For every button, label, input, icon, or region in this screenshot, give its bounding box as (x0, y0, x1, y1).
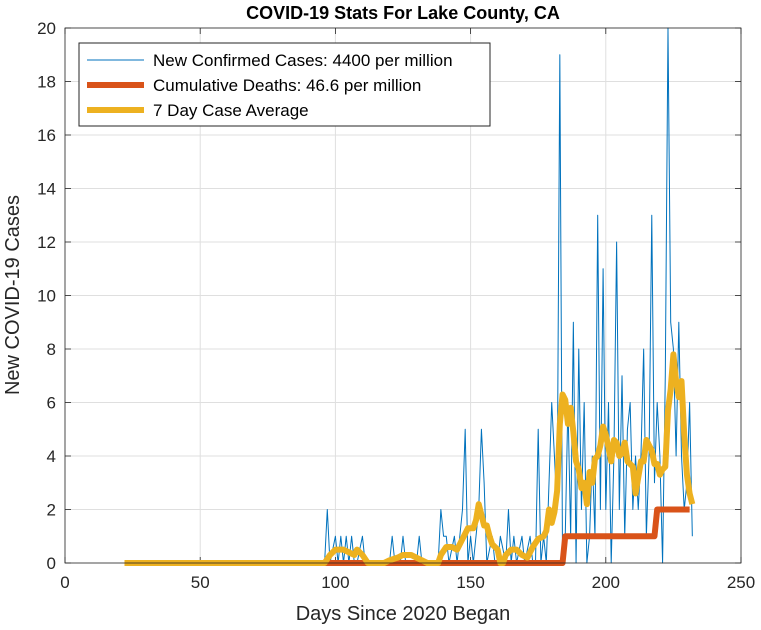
y-tick-label: 12 (37, 233, 56, 252)
y-tick-label: 18 (37, 73, 56, 92)
x-tick-label: 50 (191, 573, 210, 592)
legend-box (78, 42, 491, 127)
x-tick-label: 250 (727, 573, 755, 592)
x-tick-label: 200 (592, 573, 620, 592)
y-tick-label: 0 (47, 554, 56, 573)
y-tick-label: 2 (47, 501, 56, 520)
legend-label-cumulative-deaths: Cumulative Deaths: 46.6 per million (153, 76, 421, 95)
y-tick-label: 4 (47, 447, 56, 466)
y-tick-label: 20 (37, 19, 56, 38)
x-tick-label: 100 (321, 573, 349, 592)
legend: New Confirmed Cases: 4400 per million Cu… (78, 42, 491, 127)
legend-label-new-cases: New Confirmed Cases: 4400 per million (153, 51, 453, 70)
y-tick-label: 6 (47, 394, 56, 413)
y-tick-label: 14 (37, 180, 56, 199)
y-tick-label: 16 (37, 126, 56, 145)
x-axis-label: Days Since 2020 Began (296, 603, 511, 625)
axes-box (64, 27, 742, 564)
x-tick-labels: 0 50 100 150 200 250 (60, 573, 755, 592)
y-axis-label: New COVID-19 Cases (2, 195, 24, 395)
y-tick-label: 10 (37, 287, 56, 306)
x-tick-label: 150 (456, 573, 484, 592)
chart-title: COVID-19 Stats For Lake County, CA (246, 3, 560, 23)
series-line-7-day-average (124, 351, 696, 566)
legend-label-7-day-average: 7 Day Case Average (153, 101, 309, 120)
y-tick-labels: 0 2 4 6 8 10 12 14 16 18 20 (37, 19, 56, 573)
y-tick-label: 8 (47, 340, 56, 359)
x-tick-label: 0 (60, 573, 69, 592)
